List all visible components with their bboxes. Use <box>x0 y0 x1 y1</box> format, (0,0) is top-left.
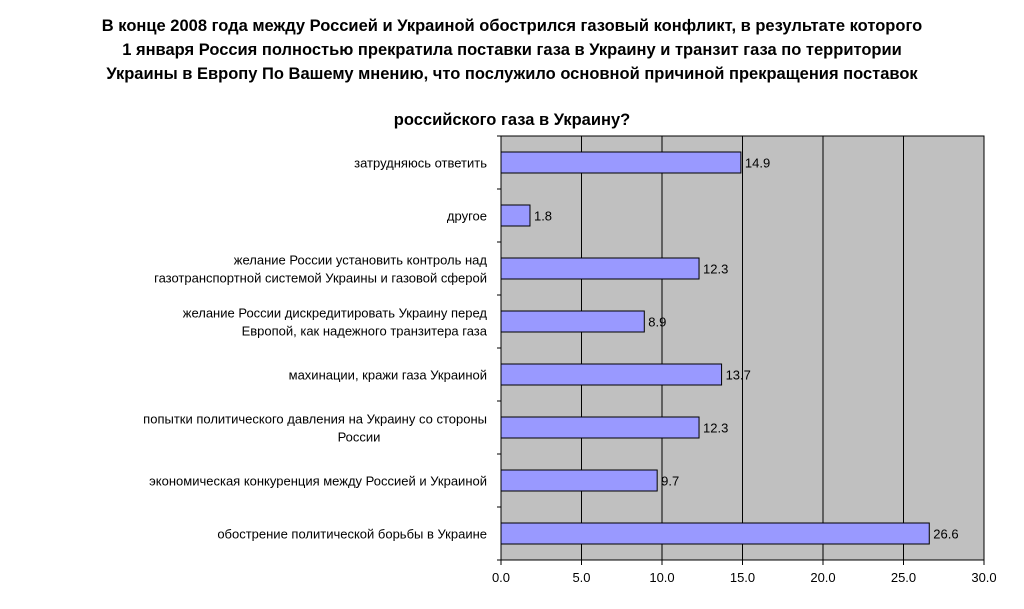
x-tick-label: 15.0 <box>730 570 755 585</box>
data-label: 8.9 <box>648 315 666 330</box>
x-tick-label: 25.0 <box>891 570 916 585</box>
category-label: желание России дискредитировать Украину … <box>183 306 488 321</box>
data-label: 1.8 <box>534 209 552 224</box>
bar <box>500 363 723 386</box>
category-label: махинации, кражи газа Украиной <box>289 368 487 383</box>
bar <box>500 151 742 174</box>
bar <box>500 204 531 227</box>
chart-title-line-1: В конце 2008 года между Россией и Украин… <box>101 17 923 35</box>
data-label: 12.3 <box>703 262 728 277</box>
category-label: экономическая конкуренция между Россией … <box>149 474 487 489</box>
category-label: затрудняюсь ответить <box>354 156 487 171</box>
category-label: Европой, как надежного транзитера газа <box>242 324 488 339</box>
chart-title-line-2: 1 января Россия полностью прекратила пос… <box>122 41 902 59</box>
data-label: 13.7 <box>726 368 751 383</box>
x-tick-label: 20.0 <box>810 570 835 585</box>
chart-title-line-4: российского газа в Украину? <box>393 111 631 129</box>
x-tick-label: 30.0 <box>971 570 996 585</box>
bar <box>500 469 658 492</box>
data-label: 14.9 <box>745 156 770 171</box>
chart-title-line-3: Украины в Европу По Вашему мнению, что п… <box>106 65 918 83</box>
bar <box>500 257 700 280</box>
category-label: попытки политического давления на Украин… <box>143 412 487 427</box>
x-tick-label: 0.0 <box>492 570 510 585</box>
x-tick-label: 10.0 <box>649 570 674 585</box>
category-label: обострение политической борьбы в Украине <box>217 527 487 542</box>
bar <box>500 416 700 439</box>
category-label: России <box>338 430 381 445</box>
bar <box>500 522 930 545</box>
bar <box>500 310 645 333</box>
data-label: 12.3 <box>703 421 728 436</box>
category-label: газотранспортной системой Украины и газо… <box>154 271 487 286</box>
category-label: другое <box>447 209 487 224</box>
chart-title: В конце 2008 года между Россией и Украин… <box>40 14 984 132</box>
x-tick-label: 5.0 <box>572 570 590 585</box>
data-label: 9.7 <box>661 474 679 489</box>
data-label: 26.6 <box>933 527 958 542</box>
category-label: желание России установить контроль над <box>234 253 488 268</box>
